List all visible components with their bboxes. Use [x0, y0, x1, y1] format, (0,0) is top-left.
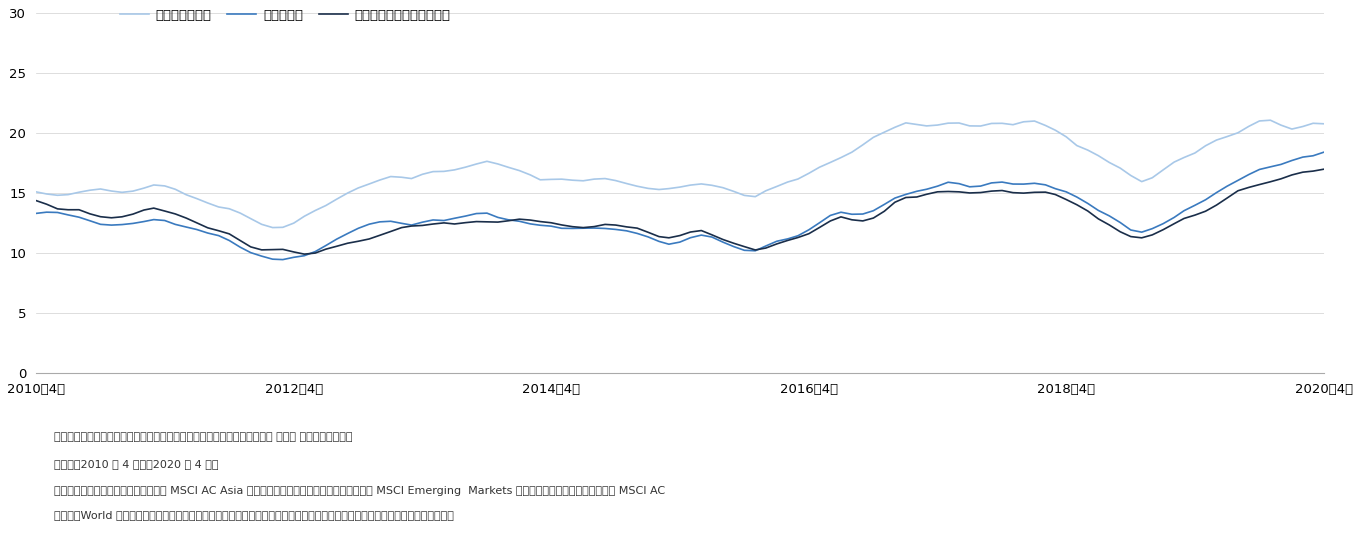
Line: アジア株式（日本を除く）: アジア株式（日本を除く） — [35, 169, 1325, 254]
Text: （注）　アジア株式（日本を除く）は MSCI AC Asia インデックス（除く日本）、新興国株式は MSCI Emerging  Markets インデックス: （注） アジア株式（日本を除く）は MSCI AC Asia インデックス（除く… — [54, 486, 665, 496]
Line: グローバル株式: グローバル株式 — [35, 120, 1325, 228]
Text: World インデックスのデータ。グラフ・データは過去のものであり、将来の運用成果等を約束するものではありません。: World インデックスのデータ。グラフ・データは過去のものであり、将来の運用成… — [54, 510, 454, 520]
Text: （出所）　信頼できると判断した情報をもとに日興アセットマネジメント アジア リミテッドが作成: （出所） 信頼できると判断した情報をもとに日興アセットマネジメント アジア リミ… — [54, 432, 352, 442]
Text: （期間）2010 年 4 月末～2020 年 4 月末: （期間）2010 年 4 月末～2020 年 4 月末 — [54, 459, 219, 469]
Legend: グローバル株式, 新興国株式, アジア株式（日本を除く）: グローバル株式, 新興国株式, アジア株式（日本を除く） — [120, 9, 450, 21]
Line: 新興国株式: 新興国株式 — [35, 152, 1325, 259]
